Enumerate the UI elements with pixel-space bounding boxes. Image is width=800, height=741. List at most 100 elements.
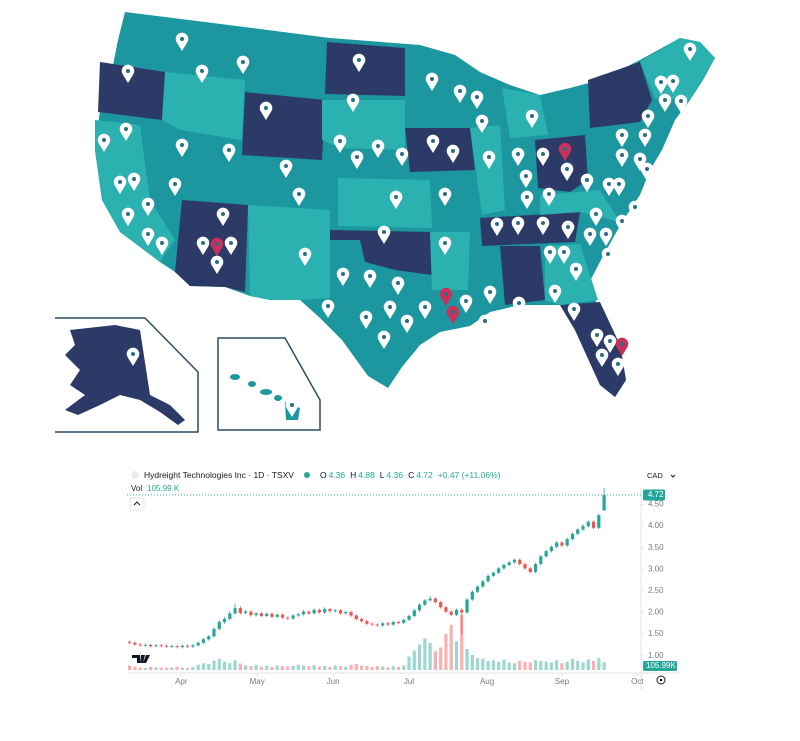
map-pin-hole	[146, 232, 150, 236]
map-pin-hole	[495, 222, 499, 226]
map-pin	[126, 347, 140, 366]
settings-ring[interactable]	[656, 675, 666, 685]
candle-body	[349, 612, 353, 616]
map-pin-hole	[671, 79, 675, 83]
candle-body	[533, 564, 538, 572]
map-pin-hole	[487, 155, 491, 159]
volume-bar	[186, 668, 190, 670]
map-pin	[603, 334, 617, 353]
map-pin	[543, 245, 557, 264]
settings-icon[interactable]	[656, 675, 666, 685]
volume-title: Vol	[131, 484, 143, 493]
candle-body	[302, 611, 306, 615]
map-pin-hole	[645, 167, 649, 171]
map-pin	[333, 134, 347, 153]
candle-body	[433, 598, 437, 603]
tv-logo	[132, 655, 150, 663]
volume-bar	[444, 633, 448, 670]
pins	[97, 32, 697, 417]
volume-bar	[597, 657, 601, 670]
map-pin-hole	[351, 98, 355, 102]
candle-body	[591, 521, 596, 528]
volume-bar	[143, 668, 148, 670]
map-pin	[628, 200, 642, 219]
candle-body	[565, 539, 569, 546]
volume-bar	[365, 665, 369, 670]
map-pin	[542, 187, 556, 206]
candle-body	[143, 644, 148, 646]
volume-bar	[249, 666, 253, 670]
candle-body	[512, 559, 517, 563]
map-pin-hole	[284, 164, 288, 168]
map-pin	[400, 314, 414, 333]
map-pin-hole	[290, 403, 294, 407]
currency-dropdown[interactable]	[670, 474, 676, 478]
candle-body	[365, 621, 369, 624]
volume-bar	[212, 660, 216, 670]
collapse-box[interactable]	[129, 497, 145, 511]
map-pin-hole	[180, 143, 184, 147]
map-pin-hole	[443, 192, 447, 196]
candle-body	[286, 617, 290, 619]
map-pin	[654, 75, 668, 94]
tv-logo-mark	[132, 655, 150, 663]
candle-body	[317, 609, 322, 613]
volume-bar	[349, 664, 353, 670]
map-pin	[175, 32, 189, 51]
volume-bar	[259, 666, 264, 670]
map-pin	[580, 173, 594, 192]
candle-body	[560, 542, 564, 546]
map-pin	[371, 139, 385, 158]
hawaii	[230, 374, 300, 420]
map-pin-hole	[541, 152, 545, 156]
volume-bar	[207, 663, 211, 670]
map-pin	[438, 187, 452, 206]
candle-body	[133, 642, 137, 645]
map-pin	[548, 284, 562, 303]
map-pin	[236, 55, 250, 74]
map-pin	[611, 357, 625, 376]
volume-bar	[507, 662, 511, 670]
map-pin	[459, 294, 473, 313]
volume-bar	[175, 666, 179, 670]
candle-body	[280, 614, 285, 618]
map-pin-hole	[488, 290, 492, 294]
candle-body	[201, 639, 206, 643]
map-pin-hole	[364, 315, 368, 319]
x-tick-label: Apr	[175, 677, 188, 686]
map-pin	[391, 276, 405, 295]
map-pin-hole	[574, 267, 578, 271]
map-pin-hole	[525, 195, 529, 199]
candle-body	[180, 645, 184, 648]
map-pin	[641, 109, 655, 128]
candle-body	[128, 641, 132, 643]
volume-bar	[375, 666, 380, 670]
map-pin	[298, 247, 312, 266]
collapse-button[interactable]	[129, 497, 145, 511]
map-pin	[602, 177, 616, 196]
map-pin-hole	[608, 339, 612, 343]
map-pin	[141, 227, 155, 246]
currency-label[interactable]: CAD	[647, 471, 663, 480]
map-pin-hole	[221, 212, 225, 216]
volume-bar	[533, 660, 538, 670]
candle-body	[497, 568, 501, 573]
map-pin-hole	[595, 333, 599, 337]
candle-body	[375, 624, 380, 626]
map-pin	[389, 190, 403, 209]
map-pin	[483, 285, 497, 304]
candle-body	[323, 609, 327, 613]
volume-axis-label: 105.99K	[646, 661, 676, 670]
map-pin-hole	[400, 152, 404, 156]
map-pin-hole	[382, 230, 386, 234]
volume-bar	[523, 661, 527, 670]
map-pin	[113, 175, 127, 194]
map-pin-hole	[464, 299, 468, 303]
map-pin-hole	[638, 157, 642, 161]
candle-body	[259, 613, 264, 616]
map-pin	[482, 150, 496, 169]
volume-bar	[518, 660, 522, 670]
volume-bar	[344, 666, 348, 670]
volume-bar	[328, 666, 332, 670]
map-pin-hole	[264, 106, 268, 110]
